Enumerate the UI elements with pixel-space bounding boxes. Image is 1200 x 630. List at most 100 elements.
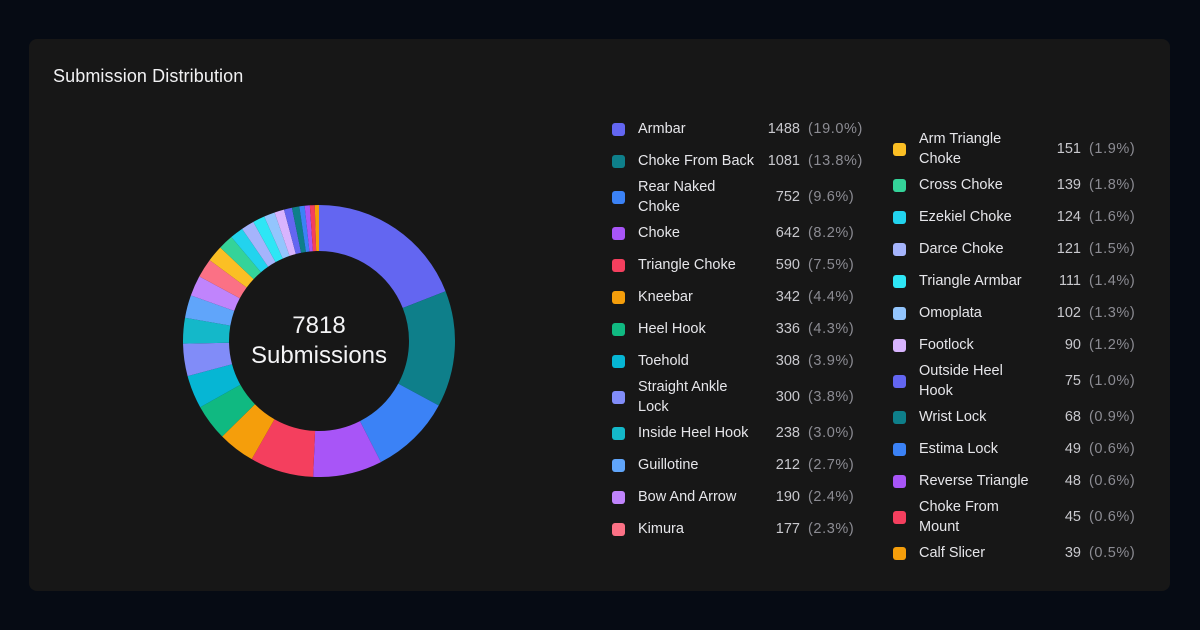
legend-label: Outside Heel Hook bbox=[919, 363, 1003, 399]
legend-item[interactable]: Straight Ankle Lock 300 (3.8%) bbox=[612, 377, 882, 417]
legend-swatch bbox=[612, 390, 625, 404]
donut-slice-toehold[interactable] bbox=[187, 364, 241, 408]
legend-item[interactable]: Rear Naked Choke 752 (9.6%) bbox=[612, 177, 882, 217]
donut-slice-cross-choke[interactable] bbox=[220, 237, 261, 280]
legend-value: 342 bbox=[775, 289, 800, 305]
legend-item[interactable]: Choke From Back 1081 (13.8%) bbox=[612, 145, 882, 177]
donut-slice-arm-triangle-choke[interactable] bbox=[209, 247, 254, 288]
donut-slice-reverse-triangle[interactable] bbox=[304, 205, 313, 252]
legend-percent: (3.8%) bbox=[808, 389, 855, 405]
legend-item[interactable]: Kimura 177 (2.3%) bbox=[612, 513, 882, 545]
legend-item[interactable]: Triangle Armbar 111 (1.4%) bbox=[893, 265, 1163, 297]
legend-label: Arm Triangle Choke bbox=[919, 131, 1002, 167]
legend-label: Bow And Arrow bbox=[638, 489, 737, 505]
legend-swatch bbox=[893, 410, 906, 424]
legend-item[interactable]: Triangle Choke 590 (7.5%) bbox=[612, 249, 882, 281]
legend-percent: (1.3%) bbox=[1089, 305, 1136, 321]
legend-percent: (4.3%) bbox=[808, 321, 855, 337]
legend-percent: (1.5%) bbox=[1089, 241, 1136, 257]
donut-slice-choke-from-mount[interactable] bbox=[309, 205, 317, 252]
legend-item[interactable]: Footlock 90 (1.2%) bbox=[893, 329, 1163, 361]
donut-slice-choke[interactable] bbox=[313, 421, 381, 477]
legend-item[interactable]: Calf Slicer 39 (0.5%) bbox=[893, 537, 1163, 569]
donut-slice-straight-ankle-lock[interactable] bbox=[183, 342, 233, 377]
legend-label: Reverse Triangle bbox=[919, 473, 1029, 489]
legend-item[interactable]: Choke From Mount 45 (0.6%) bbox=[893, 497, 1163, 537]
legend-item[interactable]: Kneebar 342 (4.4%) bbox=[612, 281, 882, 313]
donut-slice-inside-heel-hook[interactable] bbox=[183, 317, 231, 344]
legend-label: Triangle Armbar bbox=[919, 273, 1022, 289]
donut-slice-calf-slicer[interactable] bbox=[314, 205, 319, 252]
legend-value: 124 bbox=[1056, 209, 1081, 225]
legend-percent: (1.4%) bbox=[1089, 273, 1136, 289]
legend-label: Toehold bbox=[638, 353, 689, 369]
legend-swatch bbox=[893, 210, 906, 224]
donut-slice-triangle-armbar[interactable] bbox=[253, 216, 283, 263]
donut-slice-ezekiel-choke[interactable] bbox=[231, 228, 269, 273]
donut-slice-footlock[interactable] bbox=[274, 209, 296, 256]
legend-item[interactable]: Wrist Lock 68 (0.9%) bbox=[893, 401, 1163, 433]
legend-swatch bbox=[893, 374, 906, 388]
donut-slice-armbar[interactable] bbox=[319, 205, 446, 309]
legend-percent: (3.0%) bbox=[808, 425, 855, 441]
legend-label: Straight Ankle Lock bbox=[638, 379, 728, 415]
donut-slice-kneebar[interactable] bbox=[222, 404, 275, 460]
legend-label: Armbar bbox=[638, 121, 686, 137]
legend-percent: (7.5%) bbox=[808, 257, 855, 273]
legend-swatch bbox=[612, 354, 625, 368]
legend-percent: (2.7%) bbox=[808, 457, 855, 473]
legend-value: 111 bbox=[1058, 273, 1081, 289]
legend-swatch bbox=[612, 426, 625, 440]
legend-item[interactable]: Darce Choke 121 (1.5%) bbox=[893, 233, 1163, 265]
donut-slice-heel-hook[interactable] bbox=[200, 384, 255, 437]
legend-percent: (1.0%) bbox=[1089, 373, 1136, 389]
legend-swatch bbox=[893, 510, 906, 524]
legend-item[interactable]: Arm Triangle Choke 151 (1.9%) bbox=[893, 129, 1163, 169]
chart-title: Submission Distribution bbox=[53, 66, 244, 86]
legend-swatch bbox=[893, 546, 906, 560]
legend-swatch bbox=[612, 290, 625, 304]
legend-label: Kneebar bbox=[638, 289, 693, 305]
donut-slice-choke-from-back[interactable] bbox=[398, 291, 455, 406]
legend-swatch bbox=[893, 306, 906, 320]
chart-card: Submission Distribution 7818 Submissions… bbox=[29, 39, 1170, 591]
legend-value: 68 bbox=[1064, 409, 1081, 425]
legend-item[interactable]: Toehold 308 (3.9%) bbox=[612, 345, 882, 377]
legend-item[interactable]: Heel Hook 336 (4.3%) bbox=[612, 313, 882, 345]
donut-slice-darce-choke[interactable] bbox=[242, 221, 276, 267]
legend-percent: (0.9%) bbox=[1089, 409, 1136, 425]
legend-percent: (9.6%) bbox=[808, 189, 855, 205]
donut-slice-bow-and-arrow[interactable] bbox=[190, 276, 240, 311]
donut-slice-estima-lock[interactable] bbox=[299, 205, 310, 252]
legend-swatch bbox=[893, 442, 906, 456]
legend-swatch bbox=[893, 338, 906, 352]
legend-item[interactable]: Reverse Triangle 48 (0.6%) bbox=[893, 465, 1163, 497]
legend-item[interactable]: Bow And Arrow 190 (2.4%) bbox=[612, 481, 882, 513]
donut-slice-triangle-choke[interactable] bbox=[251, 419, 316, 477]
donut-chart: 7818 Submissions bbox=[183, 205, 455, 477]
legend-item[interactable]: Outside Heel Hook 75 (1.0%) bbox=[893, 361, 1163, 401]
legend-item[interactable]: Cross Choke 139 (1.8%) bbox=[893, 169, 1163, 201]
legend-item[interactable]: Estima Lock 49 (0.6%) bbox=[893, 433, 1163, 465]
legend-item[interactable]: Inside Heel Hook 238 (3.0%) bbox=[612, 417, 882, 449]
donut-slice-rear-naked-choke[interactable] bbox=[359, 383, 439, 463]
legend-item[interactable]: Choke 642 (8.2%) bbox=[612, 217, 882, 249]
legend-label: Inside Heel Hook bbox=[638, 425, 749, 441]
legend-item[interactable]: Armbar 1488 (19.0%) bbox=[612, 113, 882, 145]
legend-value: 336 bbox=[775, 321, 800, 337]
donut-slice-omoplata[interactable] bbox=[264, 212, 290, 259]
legend-label: Guillotine bbox=[638, 457, 699, 473]
legend-percent: (0.6%) bbox=[1089, 509, 1136, 525]
legend-percent: (1.9%) bbox=[1089, 141, 1136, 157]
donut-slice-wrist-lock[interactable] bbox=[291, 206, 306, 253]
donut-slice-guillotine[interactable] bbox=[184, 295, 235, 326]
legend-item[interactable]: Omoplata 102 (1.3%) bbox=[893, 297, 1163, 329]
donut-slice-outside-heel-hook[interactable] bbox=[283, 207, 302, 255]
legend-value: 90 bbox=[1064, 337, 1081, 353]
legend-item[interactable]: Guillotine 212 (2.7%) bbox=[612, 449, 882, 481]
legend-item[interactable]: Ezekiel Choke 124 (1.6%) bbox=[893, 201, 1163, 233]
legend-value: 177 bbox=[775, 521, 800, 537]
donut-slice-kimura[interactable] bbox=[199, 260, 247, 299]
legend-value: 300 bbox=[775, 389, 800, 405]
legend-value: 1488 bbox=[767, 121, 800, 137]
